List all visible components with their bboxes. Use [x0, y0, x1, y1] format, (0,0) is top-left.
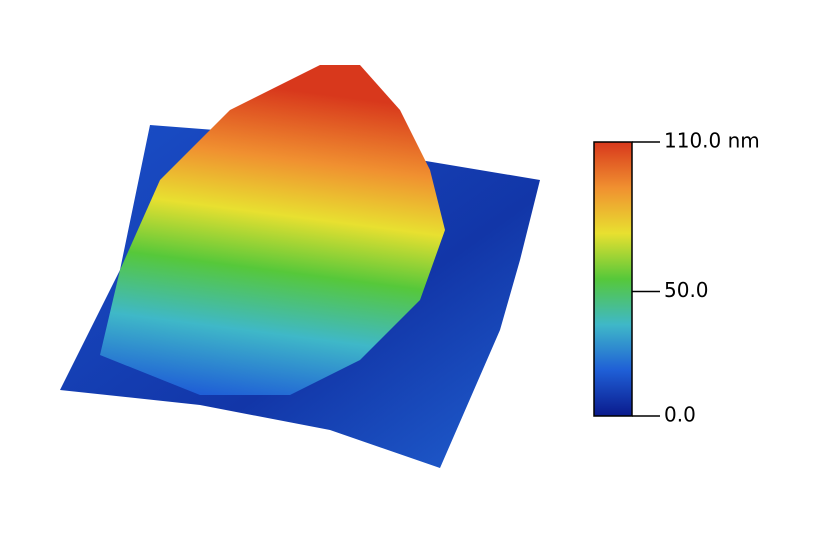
- colorbar-tick-label: 110.0 nm: [664, 129, 760, 153]
- surface: [60, 65, 540, 468]
- colorbar: 0.0 50.0 110.0 nm: [593, 129, 760, 427]
- colorbar-tick-label: 50.0: [664, 278, 709, 302]
- colorbar-tick-label: 0.0: [664, 403, 696, 427]
- surface-ridge: [100, 65, 445, 395]
- colorbar-fill: [593, 141, 633, 417]
